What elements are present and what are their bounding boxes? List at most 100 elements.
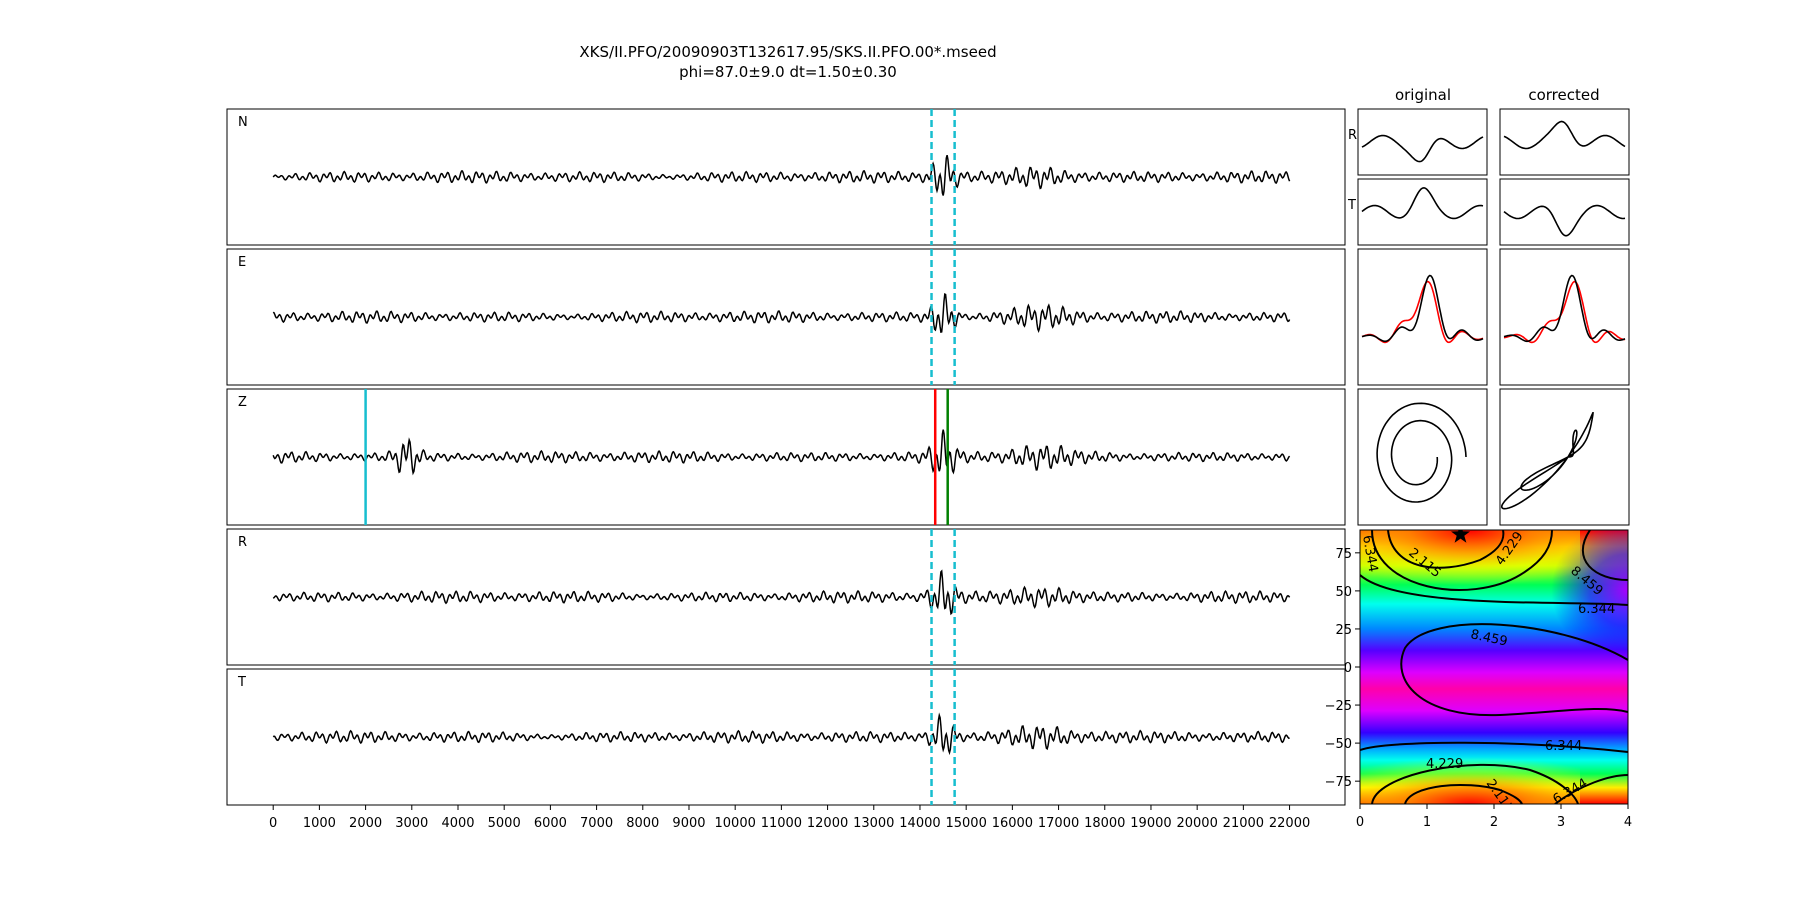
panel-frame [226,388,1346,526]
trace-line [272,712,1290,756]
trace-label: T [237,675,246,690]
seismogram-panels: N E Z R T [226,108,1346,806]
contour-4229-top [1371,530,1553,591]
x-tick-label: 11000 [761,816,802,831]
x-tick-label: 13000 [853,816,894,831]
row-label-r: R [1348,128,1357,143]
x-tick-label: 16000 [992,816,1033,831]
x-tick-label: 8000 [626,816,659,831]
contour-label-6344-right: 6.344 [1578,602,1615,617]
small-panel-original-2 [1357,248,1488,386]
x-tick-label: 3000 [395,816,428,831]
x-tick-label: 9000 [672,816,705,831]
small-panel-corrected-2 [1499,248,1630,386]
component-overlay [1361,274,1484,343]
waveform [1503,120,1626,150]
contour-lines [1360,530,1628,804]
row-label-t: T [1347,198,1356,213]
x-tick-label: 12000 [807,816,848,831]
contour-2115-top [1387,530,1505,569]
trace-line [272,569,1291,616]
contour-6344-bottom [1360,741,1628,753]
waveform [1503,204,1626,237]
error-surface-panel: 2.115 4.229 6.344 8.459 8.459 6.344 4.22… [1325,529,1632,830]
contour-label-6344-bottom: 6.344 [1545,739,1582,754]
contour-6344-top [1360,574,1628,606]
small-panel-frame [1357,178,1488,246]
err-y-tick-label: 50 [1335,585,1352,600]
small-panel-corrected-3 [1499,388,1630,526]
err-x-tick-label: 2 [1490,815,1498,830]
panel-frame [226,108,1346,246]
small-panel-corrected-0 [1499,108,1630,176]
err-x-tick-label: 3 [1557,815,1565,830]
err-x-tick-label: 0 [1356,815,1364,830]
small-panel-frame [1357,388,1488,526]
trace-label: Z [238,395,247,410]
x-tick-label: 19000 [1130,816,1171,831]
waveform [1361,186,1484,220]
trace-label: E [238,255,246,270]
err-y-tick-label: 0 [1344,661,1352,676]
small-panel-frame [1499,108,1630,176]
x-tick-label: 17000 [1038,816,1079,831]
contour-label-4229-bottom: 4.229 [1426,757,1463,772]
particle-motion [1501,412,1594,510]
contour-8459-middle [1400,623,1628,717]
err-y-tick-label: 75 [1335,547,1352,562]
waveform-comparison-panels [1357,108,1630,526]
err-y-tick-label: −75 [1325,775,1352,790]
component-overlay [1503,274,1626,343]
x-tick-label: 21000 [1223,816,1264,831]
seismogram-panel-t: T [226,668,1346,806]
trace-line [272,155,1291,196]
x-tick-label: 14000 [899,816,940,831]
trace-label: N [238,115,248,130]
seismogram-panel-z: Z [226,388,1346,526]
x-tick-label: 6000 [534,816,567,831]
error-surface-hot-top [1360,530,1580,600]
small-panel-frame [1357,248,1488,386]
best-fit-star-shape [1451,530,1470,543]
trace-line [272,429,1291,476]
trace-line [272,292,1291,334]
figure-title-line2: phi=87.0±9.0 dt=1.50±0.30 [679,63,897,81]
best-fit-star [1451,530,1470,543]
x-tick-label: 5000 [488,816,521,831]
small-panel-original-0 [1357,108,1488,176]
figure-title-line1: XKS/II.PFO/20090903T132617.95/SKS.II.PFO… [579,43,996,61]
seismogram-panel-r: R [226,528,1346,666]
x-tick-label: 0 [269,816,277,831]
error-surface-hot-bottom [1360,745,1580,804]
seismogram-panel-n: N [226,108,1346,246]
small-panel-frame [1499,178,1630,246]
x-tick-label: 20000 [1176,816,1217,831]
component-overlay [1503,280,1625,344]
small-panel-frame [1499,388,1630,526]
waveform [1361,134,1484,163]
component-overlay [1361,280,1484,344]
panel-frame [226,528,1346,666]
seismogram-panel-e: E [226,248,1346,386]
x-tick-label: 22000 [1269,816,1310,831]
err-y-tick-label: 25 [1335,623,1352,638]
small-panel-corrected-1 [1499,178,1630,246]
contour-8459-top [1581,530,1628,581]
small-panel-original-3 [1357,388,1488,526]
x-tick-label: 2000 [349,816,382,831]
x-tick-label: 1000 [303,816,336,831]
contour-label-6344-left: 6.344 [1359,534,1380,573]
x-tick-label: 15000 [945,816,986,831]
small-panel-frame [1499,248,1630,386]
x-tick-label: 10000 [715,816,756,831]
trace-label: R [238,535,247,550]
err-y-tick-label: −25 [1325,699,1352,714]
err-x-tick-label: 4 [1624,815,1632,830]
small-panel-original-1 [1357,178,1488,246]
panel-frame [226,668,1346,806]
contour-2115-bottom [1404,783,1523,804]
x-tick-label: 18000 [1084,816,1125,831]
column-title-corrected: corrected [1528,86,1599,104]
contour-6344-corner [1554,774,1628,804]
